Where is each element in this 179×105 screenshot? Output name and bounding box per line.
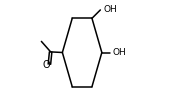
Text: OH: OH	[113, 48, 127, 57]
Text: OH: OH	[103, 5, 117, 14]
Text: O: O	[42, 60, 50, 70]
